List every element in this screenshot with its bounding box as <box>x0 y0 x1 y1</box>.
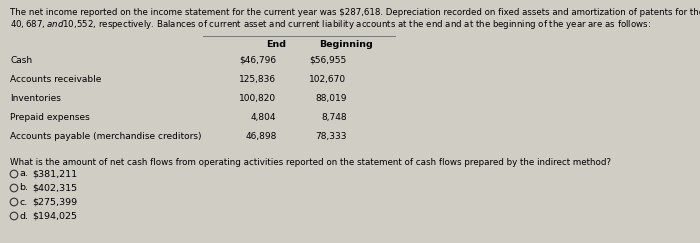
Text: Accounts receivable: Accounts receivable <box>10 75 102 84</box>
Text: a.: a. <box>20 170 28 179</box>
Text: Cash: Cash <box>10 56 33 65</box>
Text: Prepaid expenses: Prepaid expenses <box>10 113 90 122</box>
Text: 125,836: 125,836 <box>239 75 276 84</box>
Text: 78,333: 78,333 <box>315 132 346 141</box>
Text: Beginning: Beginning <box>320 40 373 49</box>
Text: d.: d. <box>20 211 28 220</box>
Text: $194,025: $194,025 <box>32 211 77 220</box>
Text: Inventories: Inventories <box>10 94 62 103</box>
Text: 102,670: 102,670 <box>309 75 346 84</box>
Text: $40,687, and $10,552, respectively. Balances of current asset and current liabil: $40,687, and $10,552, respectively. Bala… <box>10 18 651 31</box>
Text: b.: b. <box>20 183 28 192</box>
Text: 4,804: 4,804 <box>251 113 276 122</box>
Text: 46,898: 46,898 <box>245 132 276 141</box>
Text: c.: c. <box>20 198 27 207</box>
Text: The net income reported on the income statement for the current year was $287,61: The net income reported on the income st… <box>10 8 700 17</box>
Text: 8,748: 8,748 <box>321 113 346 122</box>
Text: $275,399: $275,399 <box>32 198 77 207</box>
Text: 100,820: 100,820 <box>239 94 276 103</box>
Text: What is the amount of net cash flows from operating activities reported on the s: What is the amount of net cash flows fro… <box>10 158 611 167</box>
Text: $56,955: $56,955 <box>309 56 346 65</box>
Text: 88,019: 88,019 <box>315 94 346 103</box>
Text: $381,211: $381,211 <box>32 170 77 179</box>
Text: End: End <box>267 40 286 49</box>
Text: $46,796: $46,796 <box>239 56 276 65</box>
Text: $402,315: $402,315 <box>32 183 77 192</box>
Text: Accounts payable (merchandise creditors): Accounts payable (merchandise creditors) <box>10 132 202 141</box>
